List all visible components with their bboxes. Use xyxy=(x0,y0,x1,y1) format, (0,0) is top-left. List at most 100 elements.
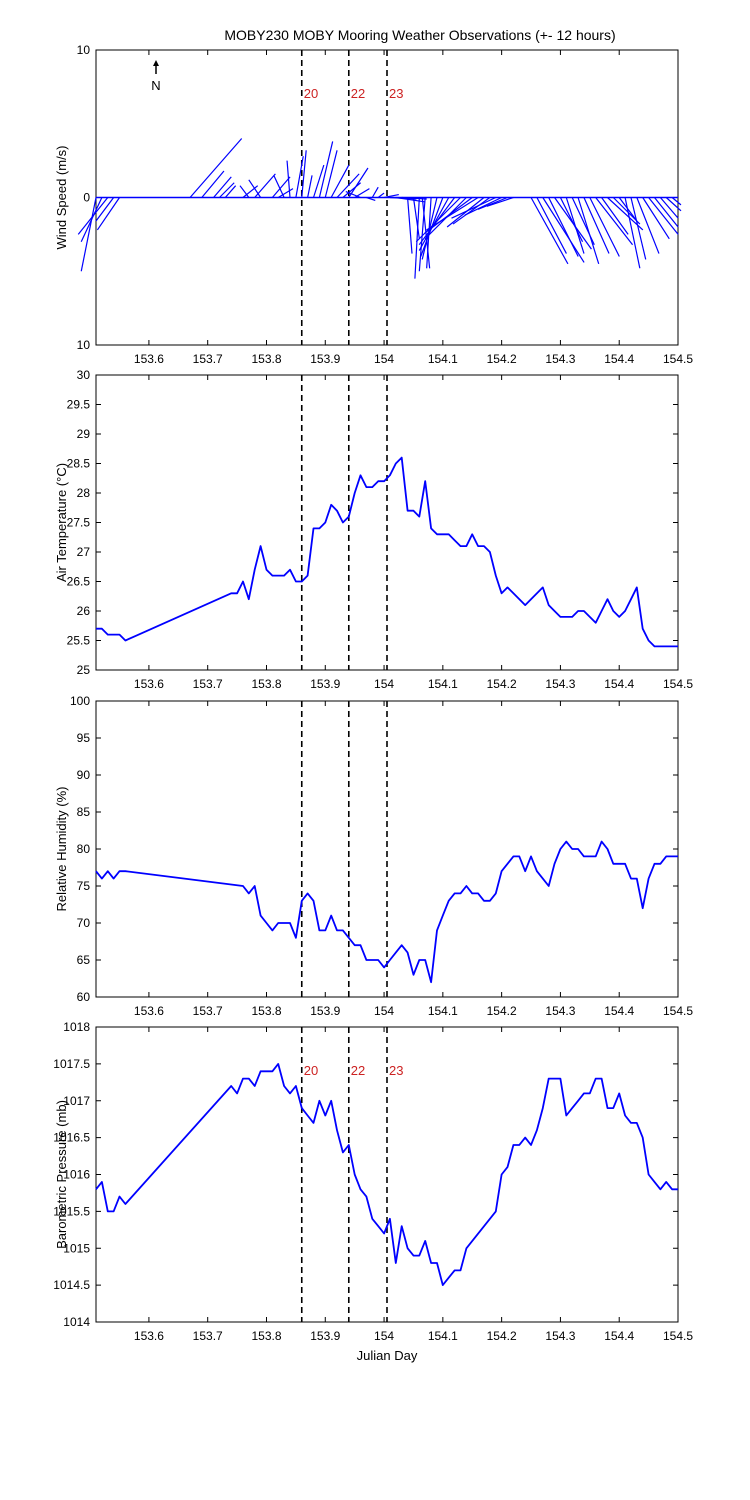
x-axis-label: Julian Day xyxy=(357,1348,418,1363)
y-tick-label: 85 xyxy=(77,805,91,819)
wind-vector xyxy=(189,138,243,198)
x-tick-label: 154.3 xyxy=(545,1004,575,1018)
y-tick-label: 25 xyxy=(77,663,91,677)
wind-vector xyxy=(383,193,399,199)
station-marker-label: 20 xyxy=(304,86,318,101)
y-tick-label: 1016 xyxy=(63,1168,90,1182)
wind-vector xyxy=(477,196,508,210)
north-arrowhead-icon xyxy=(153,60,159,66)
x-tick-label: 154.1 xyxy=(428,352,458,366)
y-tick-label: 28 xyxy=(77,486,91,500)
wind-vector xyxy=(318,141,334,198)
wind-vector xyxy=(239,185,250,198)
wind-vector xyxy=(277,188,294,199)
x-tick-label: 153.8 xyxy=(251,352,281,366)
wind-vector xyxy=(548,197,579,257)
panels: 153.6 153.7 153.8 153.9 154 154.1 154.2 154.3 15… xyxy=(53,43,693,1363)
y-tick-label: 90 xyxy=(77,768,91,782)
wind-vector xyxy=(307,175,313,198)
wind-vector xyxy=(377,192,385,198)
wind-vector xyxy=(559,197,584,243)
x-tick-label: 153.7 xyxy=(193,1004,223,1018)
wind-vector xyxy=(648,197,679,235)
wind-vector xyxy=(324,150,338,198)
x-tick-label: 154.5 xyxy=(663,352,693,366)
wind-vector xyxy=(565,197,585,254)
wind-vector xyxy=(371,186,379,198)
y-tick-label: 26.5 xyxy=(67,575,91,589)
x-tick-label: 154.1 xyxy=(428,1329,458,1343)
x-tick-label: 153.6 xyxy=(134,677,164,691)
wind-vector xyxy=(451,196,497,219)
wind-vector xyxy=(366,196,376,202)
wind-vector xyxy=(424,197,473,234)
y-tick-label: 65 xyxy=(77,953,91,967)
wind-vector xyxy=(642,197,670,240)
x-tick-label: 153.7 xyxy=(193,677,223,691)
wind-vector xyxy=(80,197,103,243)
figure-title: MOBY230 MOBY Mooring Weather Observation… xyxy=(224,27,615,43)
x-tick-label: 153.9 xyxy=(310,1329,340,1343)
x-tick-label: 154.3 xyxy=(545,352,575,366)
wind-vector xyxy=(301,150,307,198)
wind-vector xyxy=(595,197,634,246)
y-tick-label: 1016.5 xyxy=(53,1131,90,1145)
wind-vector xyxy=(295,156,304,198)
y-tick-label: 27.5 xyxy=(67,516,91,530)
x-tick-label: 153.6 xyxy=(134,1004,164,1018)
wind-vector xyxy=(589,197,620,257)
y-tick-label: 30 xyxy=(77,368,91,382)
x-tick-label: 154.2 xyxy=(487,1329,517,1343)
panel-relative_humidity: 153.6 153.7 153.8 153.9 154 154.1 154.2 154.3 15… xyxy=(54,694,693,1018)
wind-vector xyxy=(273,175,285,198)
wind-vector xyxy=(348,167,369,198)
panel-barometric_pressure: 153.6 153.7 153.8 153.9 154 154.1 154.2 154.3 15… xyxy=(53,1020,693,1363)
wind-vector xyxy=(330,164,350,198)
x-tick-label: 154.3 xyxy=(545,1329,575,1343)
x-tick-label: 153.8 xyxy=(251,677,281,691)
wind-vector xyxy=(415,197,461,243)
y-tick-label: 1014 xyxy=(63,1315,90,1329)
y-tick-label: 60 xyxy=(77,990,91,1004)
wind-vector xyxy=(286,160,291,198)
y-axis-label: Relative Humidity (%) xyxy=(54,787,69,912)
y-tick-label: 27 xyxy=(77,545,91,559)
station-marker-label: 22 xyxy=(351,86,365,101)
x-tick-label: 154 xyxy=(374,677,394,691)
wind-vector xyxy=(345,191,361,199)
wind-vector xyxy=(95,197,115,222)
y-tick-label: 25.5 xyxy=(67,634,91,648)
wind-vector xyxy=(224,185,237,198)
x-tick-label: 154.1 xyxy=(428,1004,458,1018)
wind-vector xyxy=(414,197,420,279)
wind-vector xyxy=(636,197,660,254)
wind-vector xyxy=(542,197,585,263)
wind-vector xyxy=(312,164,325,198)
y-tick-label: 28.5 xyxy=(67,457,91,471)
wind-vector xyxy=(630,197,647,260)
x-tick-label: 154.3 xyxy=(545,677,575,691)
x-tick-label: 153.9 xyxy=(310,1004,340,1018)
wind-vector xyxy=(452,197,491,225)
station-marker-label: 22 xyxy=(351,1063,365,1078)
x-tick-label: 154.4 xyxy=(604,352,634,366)
x-tick-label: 153.9 xyxy=(310,352,340,366)
y-tick-label: 1017 xyxy=(63,1094,90,1108)
wind-vector xyxy=(248,179,262,198)
y-axis-label: Wind Speed (m/s) xyxy=(54,145,69,249)
x-tick-label: 153.6 xyxy=(134,352,164,366)
wind-vector xyxy=(536,197,567,254)
wind-vector xyxy=(271,176,291,198)
wind-vector xyxy=(530,197,569,265)
x-tick-label: 153.8 xyxy=(251,1004,281,1018)
y-axis-label: Barometric Pressure (mb) xyxy=(54,1100,69,1249)
wind-vector xyxy=(412,197,420,239)
x-tick-label: 154.4 xyxy=(604,677,634,691)
y-tick-label: 100 xyxy=(70,694,90,708)
wind-vector xyxy=(659,197,679,219)
y-tick-label: 1015 xyxy=(63,1241,90,1255)
x-tick-label: 154.5 xyxy=(663,1004,693,1018)
wind-vector xyxy=(242,185,259,198)
y-tick-label: 26 xyxy=(77,604,91,618)
wind-vector xyxy=(406,197,413,254)
